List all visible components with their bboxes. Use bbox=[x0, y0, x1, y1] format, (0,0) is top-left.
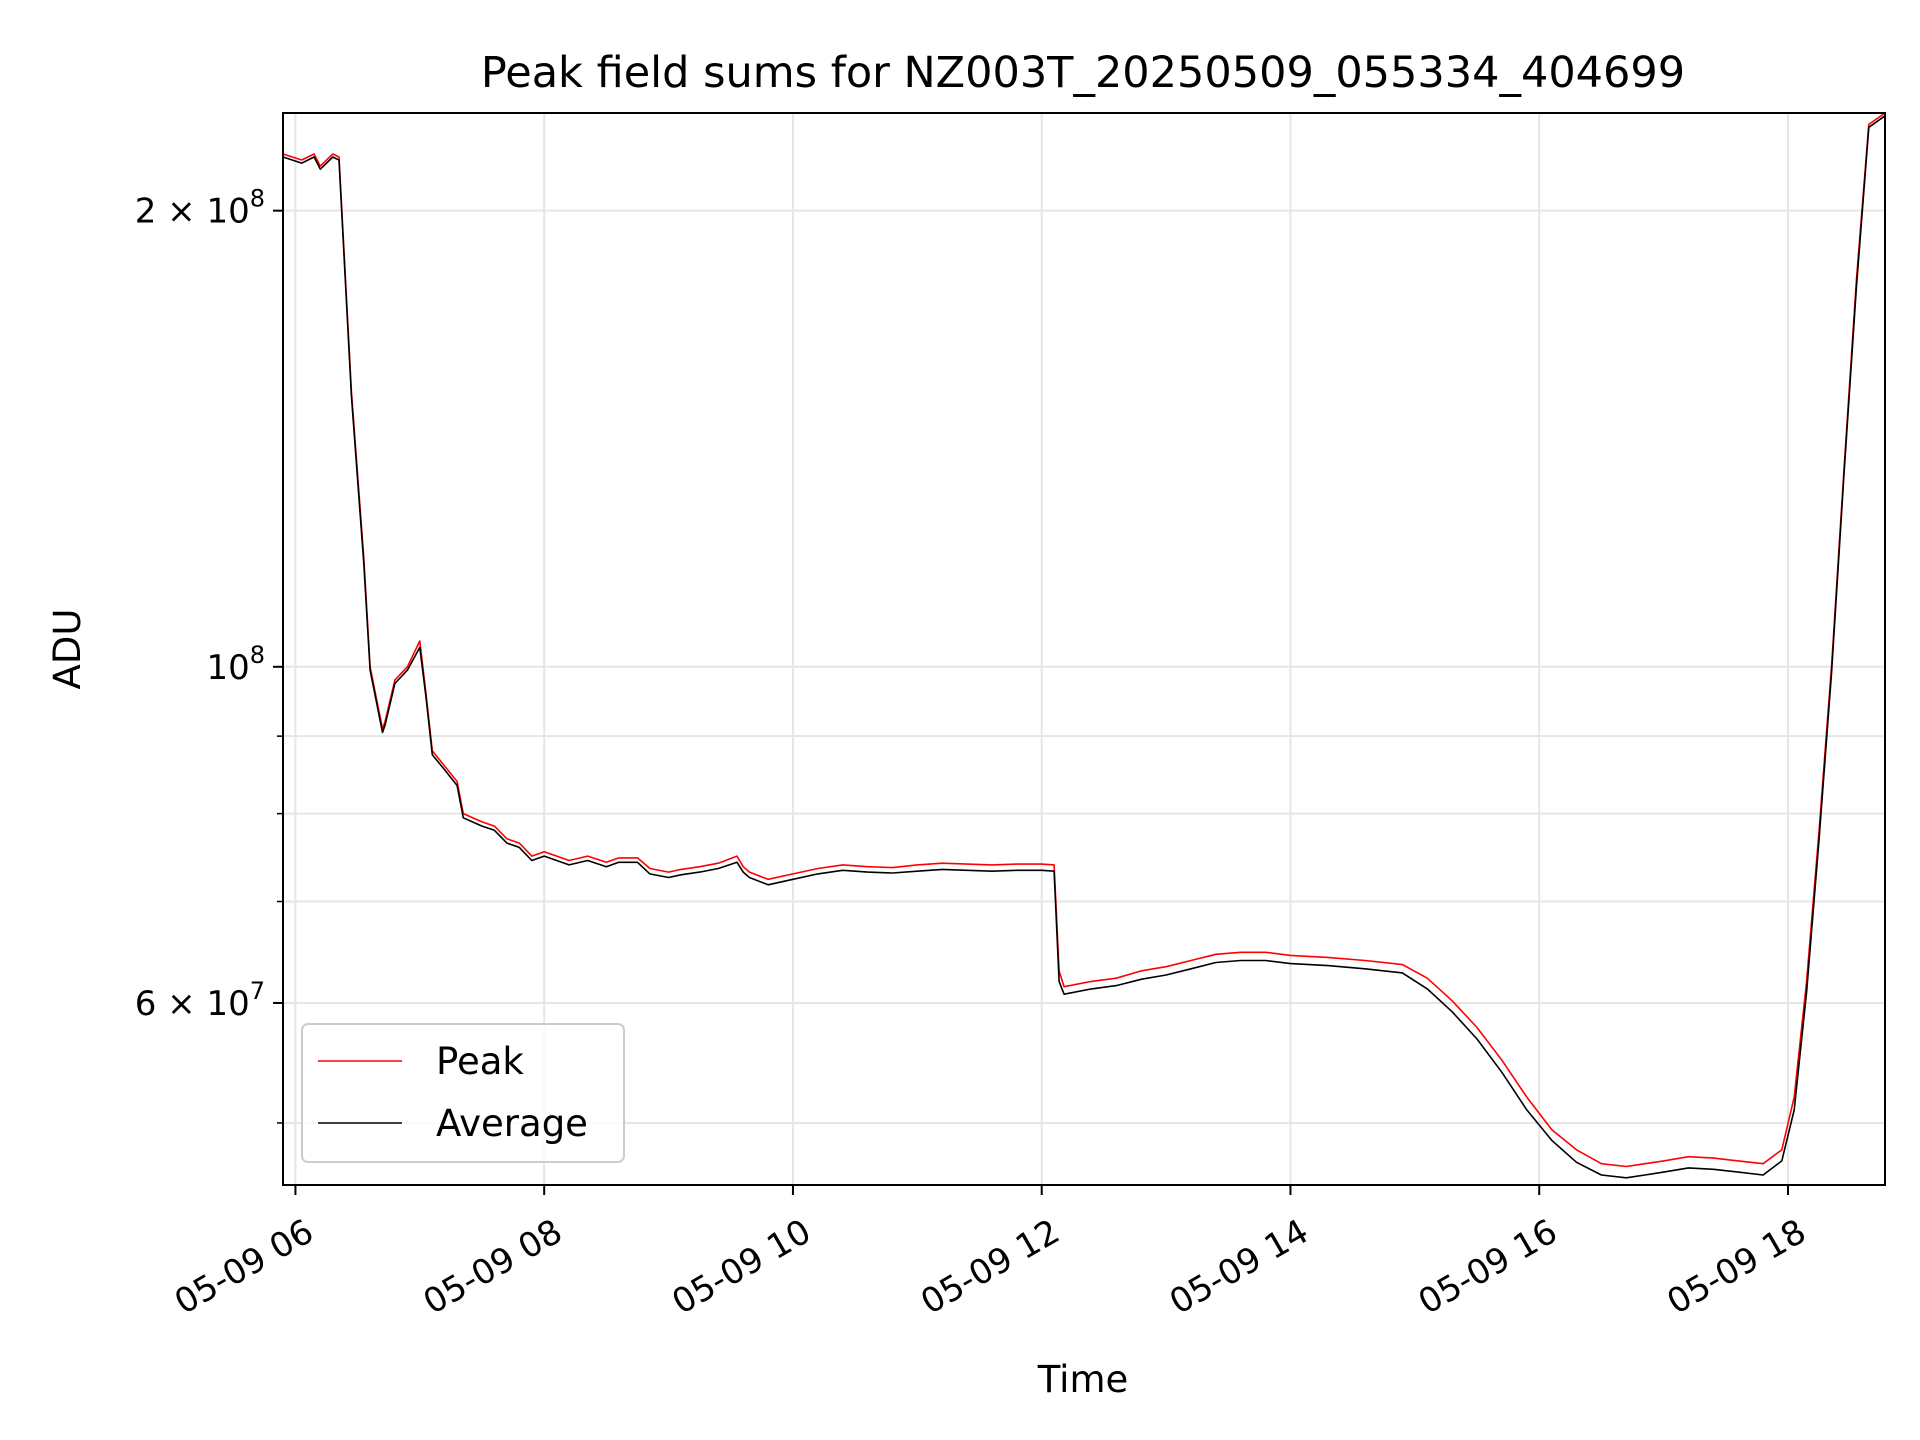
legend-label-peak: Peak bbox=[436, 1040, 524, 1083]
y-tick-label-exponent: 7 bbox=[250, 977, 265, 1005]
y-axis-label: ADU bbox=[46, 609, 89, 690]
y-tick-label-exponent: 8 bbox=[250, 185, 265, 213]
legend: Peak Average bbox=[301, 1023, 625, 1163]
y-tick-label-base: 10 bbox=[206, 648, 249, 688]
y-tick-label-exponent: 8 bbox=[250, 641, 265, 669]
y-tick-label: 6 × 107 bbox=[135, 977, 265, 1024]
legend-box bbox=[301, 1023, 625, 1163]
plot-area-frame bbox=[282, 112, 1886, 1186]
gridlines bbox=[283, 113, 1885, 1185]
y-tick-label: 2 × 108 bbox=[135, 185, 265, 232]
series-line-average bbox=[282, 115, 1886, 1179]
series-group bbox=[282, 112, 1886, 1179]
legend-label-average: Average bbox=[436, 1102, 588, 1145]
y-tick-label-base: 2 × 10 bbox=[135, 192, 250, 232]
y-tick-label: 108 bbox=[206, 641, 265, 688]
chart-title: Peak field sums for NZ003T_20250509_0553… bbox=[481, 48, 1685, 98]
x-axis-label: Time bbox=[1037, 1358, 1129, 1401]
y-tick-label-base: 6 × 10 bbox=[135, 984, 250, 1024]
